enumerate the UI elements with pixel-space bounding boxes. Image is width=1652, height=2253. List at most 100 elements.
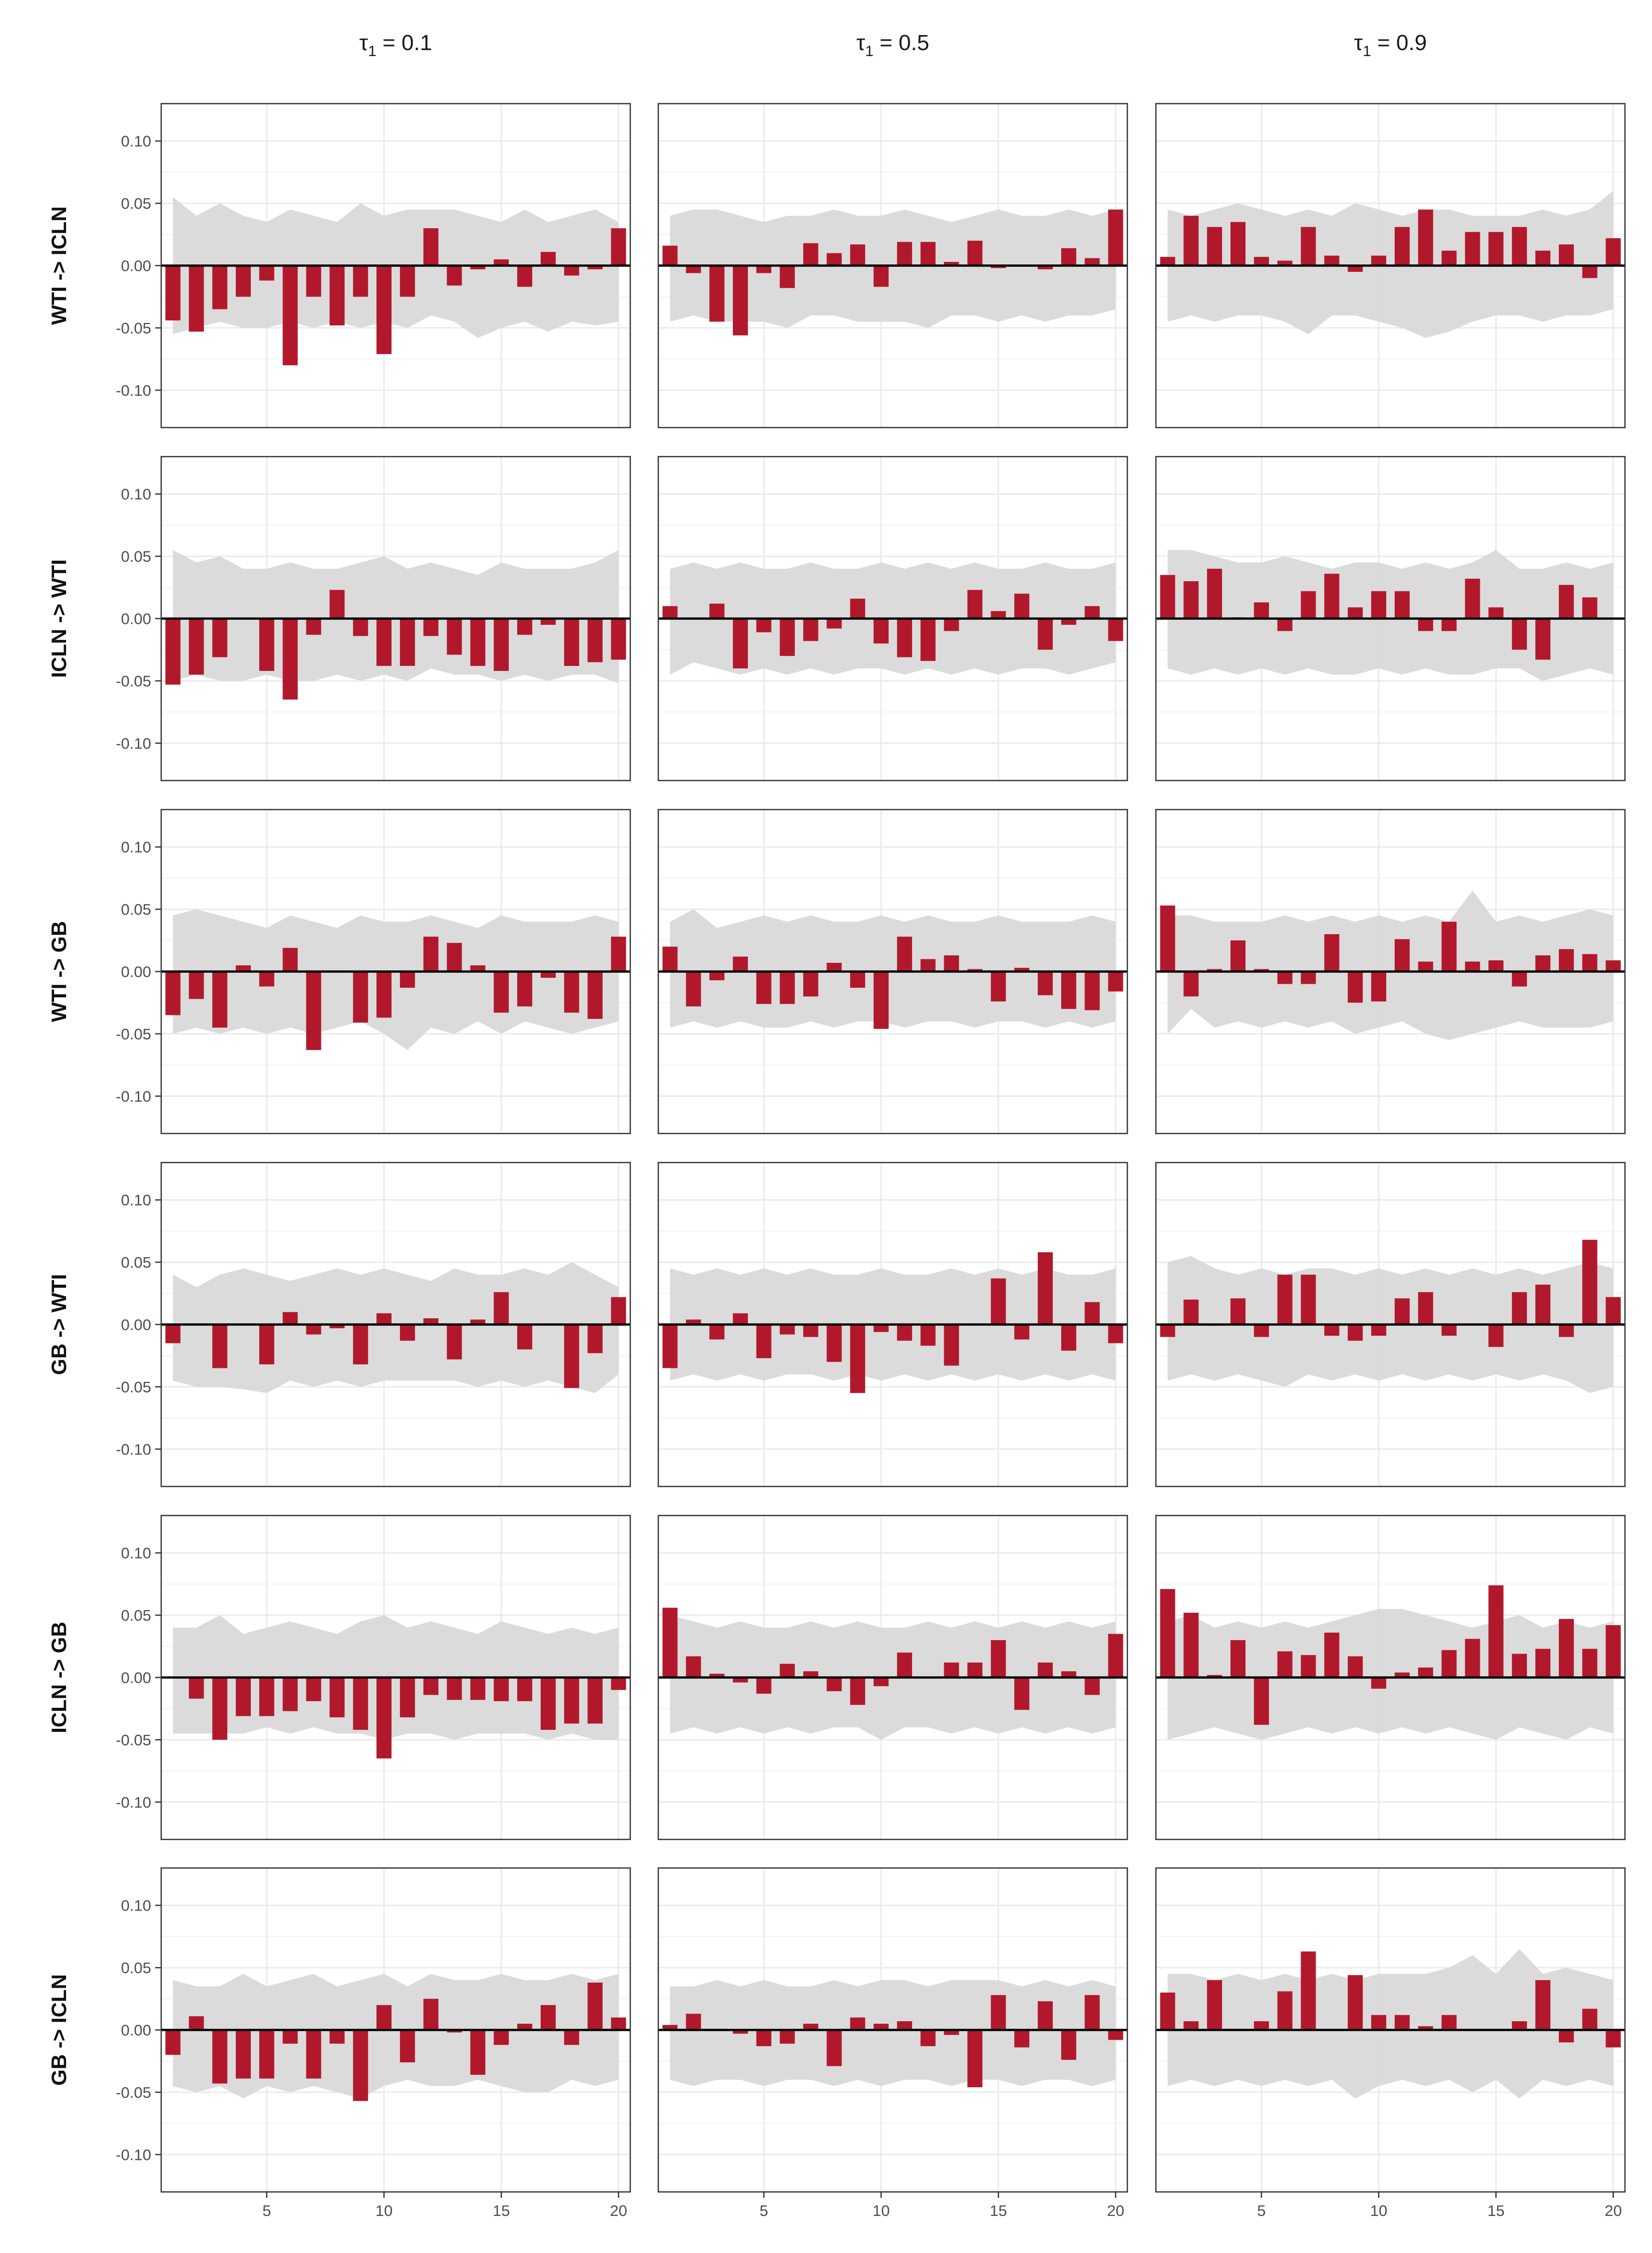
confidence-band	[173, 550, 619, 683]
bar-lag-19	[1582, 1649, 1597, 1678]
bar-lag-2	[189, 618, 204, 675]
x-tick-label: 20	[610, 2202, 627, 2219]
bar-lag-6	[1277, 971, 1293, 984]
bar-lag-17	[1038, 618, 1053, 650]
bar-lag-20	[1605, 238, 1621, 266]
bar-lag-8	[329, 265, 345, 325]
bar-lag-11	[897, 618, 912, 657]
y-tick-label: 0.05	[121, 548, 151, 565]
y-tick-label: 0.05	[121, 1254, 151, 1271]
bar-lag-6	[779, 1664, 795, 1678]
panel-frame	[1155, 809, 1626, 1135]
bar-lag-3	[1207, 227, 1222, 266]
bar-lag-10	[1371, 2015, 1387, 2030]
panel-frame	[1155, 456, 1626, 782]
bar-lag-15	[494, 1292, 509, 1325]
bar-lag-1	[662, 946, 678, 972]
bar-lag-5	[756, 618, 771, 632]
y-tick-label: 0.10	[121, 839, 151, 856]
bar-lag-10	[1371, 591, 1387, 619]
bar-lag-11	[1394, 939, 1410, 972]
bar-lag-15	[1488, 960, 1504, 972]
y-tick-label: 0.10	[121, 486, 151, 503]
bar-lag-8	[827, 253, 842, 266]
confidence-band	[1167, 1949, 1613, 2099]
bar-lag-17	[1535, 1284, 1551, 1325]
bar-lag-7	[803, 971, 818, 997]
bar-lag-17	[1038, 1662, 1053, 1678]
panel-frame	[1155, 1162, 1626, 1487]
bar-lag-14	[1465, 961, 1480, 972]
bar-lag-18	[1558, 1619, 1574, 1678]
bar-lag-11	[1394, 1298, 1410, 1325]
bar-lag-17	[1038, 1252, 1053, 1325]
panel-frame	[1155, 1867, 1626, 2193]
y-tick-label: 0.00	[121, 963, 151, 981]
bar-lag-18	[564, 1324, 579, 1388]
bar-lag-14	[967, 1662, 983, 1678]
bar-lag-5	[756, 265, 771, 273]
bar-lag-2	[189, 265, 204, 332]
bar-lag-5	[1254, 1324, 1269, 1337]
bar-lag-14	[470, 618, 486, 666]
bar-lag-16	[517, 1324, 533, 1350]
bar-lag-2	[686, 2014, 701, 2030]
bar-lag-12	[423, 936, 439, 972]
panel-r2-c2	[657, 456, 1128, 782]
bar-lag-7	[306, 971, 321, 1050]
bar-lag-8	[1324, 255, 1340, 266]
y-tick-label: 0.05	[121, 1607, 151, 1624]
panel-frame	[657, 1515, 1128, 1840]
bar-lag-16	[517, 618, 533, 635]
panel-r3-c1	[160, 809, 631, 1135]
bar-lag-1	[1160, 1324, 1175, 1337]
bar-lag-8	[827, 618, 842, 629]
bar-lag-19	[1582, 954, 1597, 972]
bar-lag-12	[1418, 618, 1433, 631]
bar-lag-9	[353, 2030, 368, 2101]
bar-lag-12	[1418, 961, 1433, 972]
row-label-2: ICLN -> WTI	[47, 559, 71, 678]
bar-lag-19	[1084, 1302, 1100, 1325]
bar-lag-5	[756, 2030, 771, 2046]
bar-lag-10	[1371, 1324, 1387, 1336]
bar-lag-14	[967, 2030, 983, 2087]
bar-lag-15	[1488, 232, 1504, 266]
bar-lag-7	[1301, 1655, 1316, 1678]
bar-lag-1	[1160, 905, 1175, 972]
bar-lag-11	[897, 1324, 912, 1341]
bar-lag-1	[662, 1608, 678, 1678]
bar-lag-16	[517, 971, 533, 1007]
bar-lag-2	[1183, 1613, 1199, 1678]
bar-lag-6	[1277, 1991, 1293, 2030]
bar-lag-4	[235, 265, 251, 297]
x-tick-label: 20	[1604, 2202, 1621, 2219]
bar-lag-6	[779, 2030, 795, 2044]
bar-lag-14	[967, 590, 983, 619]
bar-lag-15	[494, 618, 509, 671]
bar-lag-12	[920, 618, 936, 661]
bar-lag-12	[920, 2030, 936, 2046]
x-tick-label: 15	[990, 2202, 1007, 2219]
y-tick-label: 0.10	[121, 1192, 151, 1209]
bar-lag-13	[1441, 1650, 1457, 1678]
bar-lag-19	[1582, 265, 1597, 278]
bar-lag-6	[1277, 1274, 1293, 1325]
bar-lag-14	[470, 1319, 486, 1325]
confidence-band	[670, 209, 1116, 328]
bar-lag-7	[306, 2030, 321, 2079]
bar-lag-10	[1371, 255, 1387, 266]
y-tick-label: -0.10	[116, 1793, 151, 1811]
bar-lag-13	[944, 955, 959, 972]
bar-lag-16	[517, 1677, 533, 1701]
bar-lag-4	[732, 956, 748, 972]
x-tick-label: 5	[1257, 2202, 1266, 2219]
bar-lag-7	[1301, 971, 1316, 984]
bar-lag-15	[494, 2030, 509, 2045]
bar-lag-6	[282, 2030, 298, 2044]
bar-lag-11	[399, 618, 415, 666]
bar-lag-10	[874, 1677, 889, 1686]
bar-lag-16	[1512, 2021, 1527, 2030]
y-tick-label: -0.05	[116, 672, 151, 690]
